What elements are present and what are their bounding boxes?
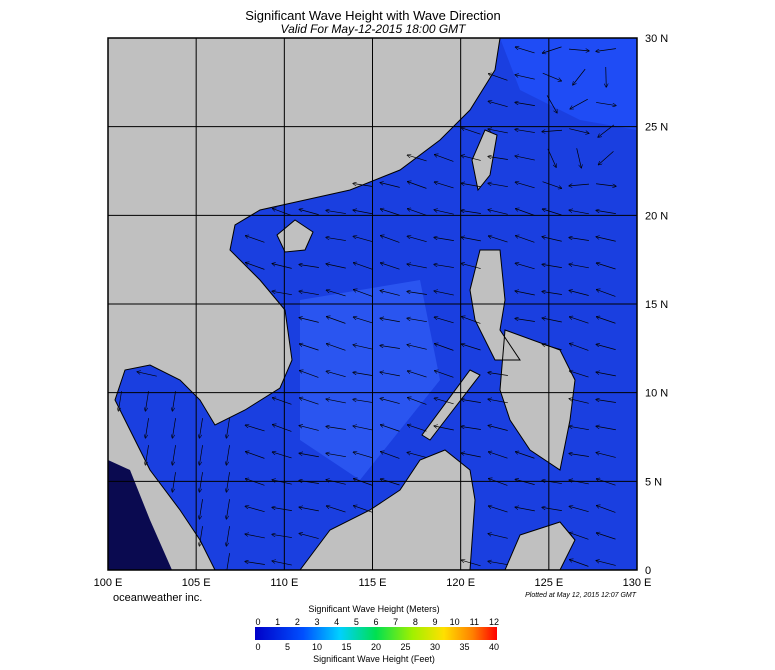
meters-tick-label: 8 [413, 617, 418, 627]
longitude-label: 120 E [446, 577, 475, 589]
meters-tick-label: 12 [489, 617, 499, 627]
longitude-label: 115 E [359, 577, 387, 589]
latitude-label: 15 N [645, 299, 668, 311]
feet-tick-label: 20 [371, 642, 381, 652]
meters-tick-label: 3 [314, 617, 319, 627]
longitude-label: 125 E [534, 577, 563, 589]
meters-tick-label: 2 [295, 617, 300, 627]
longitude-label: 130 E [623, 577, 652, 589]
latitude-label: 10 N [645, 388, 668, 400]
meters-tick-label: 7 [393, 617, 398, 627]
colorbar [255, 627, 497, 640]
feet-tick-label: 15 [341, 642, 351, 652]
meters-tick-label: 0 [255, 617, 260, 627]
meters-tick-label: 11 [470, 617, 479, 627]
feet-tick-label: 35 [459, 642, 469, 652]
feet-tick-label: 25 [400, 642, 410, 652]
credit: oceanweather inc. [113, 592, 202, 604]
feet-tick-label: 5 [285, 642, 290, 652]
longitude-label: 105 E [182, 577, 211, 589]
feet-tick-label: 30 [430, 642, 440, 652]
longitude-labels: 100 E 105 E 110 E 115 E 120 E 125 E 130 E [94, 577, 652, 589]
colorbar-title-meters: Significant Wave Height (Meters) [308, 604, 439, 614]
colorbar-title-feet: Significant Wave Height (Feet) [313, 654, 435, 664]
feet-tick-label: 40 [489, 642, 499, 652]
feet-tick-label: 10 [312, 642, 322, 652]
latitude-label: 5 N [645, 476, 662, 488]
meters-tick-label: 9 [432, 617, 437, 627]
subtitle: Valid For May-12-2015 18:00 GMT [281, 22, 468, 36]
longitude-label: 100 E [94, 577, 123, 589]
meters-tick-label: 4 [334, 617, 339, 627]
map [108, 38, 637, 573]
latitude-label: 25 N [645, 122, 668, 134]
feet-tick-label: 0 [255, 642, 260, 652]
meters-tick-label: 10 [450, 617, 460, 627]
latitude-label: 30 N [645, 33, 668, 45]
latitude-labels: 30 N 25 N 20 N 15 N 10 N 5 N 0 [645, 33, 668, 577]
meters-tick-label: 6 [373, 617, 378, 627]
plot-note: Plotted at May 12, 2015 12:07 GMT [525, 592, 637, 599]
latitude-label: 0 [645, 565, 651, 577]
meters-tick-label: 5 [354, 617, 359, 627]
meters-tick-label: 1 [275, 617, 280, 627]
title: Significant Wave Height with Wave Direct… [245, 8, 501, 23]
longitude-label: 110 E [270, 577, 298, 589]
latitude-label: 20 N [645, 210, 668, 222]
